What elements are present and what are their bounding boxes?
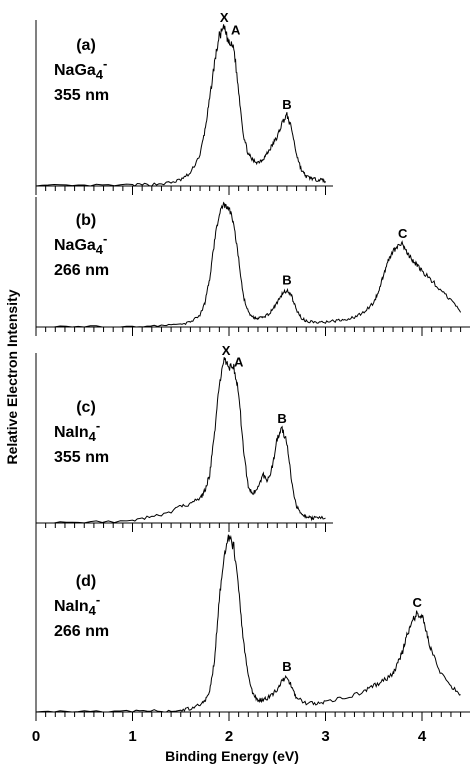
panel-c-wavelength: 355 nm xyxy=(54,449,109,466)
panel-a-ticks xyxy=(35,186,326,195)
panel-a: XA B (a) NaGa4- 355 nm xyxy=(35,10,333,195)
panel-b: B C (b) NaGa4- 266 nm xyxy=(35,197,470,336)
peak-label-b: B xyxy=(277,411,286,426)
panel-a-label: (a) xyxy=(76,37,96,54)
panel-a-spectrum-line xyxy=(35,24,326,187)
y-axis-title: Relative Electron Intensity xyxy=(4,289,20,464)
panel-c-species: NaIn4- xyxy=(54,418,100,444)
x-tick-label: 3 xyxy=(321,728,329,745)
peak-label-a: A xyxy=(231,23,241,38)
panel-d-spectrum-line xyxy=(35,534,461,713)
peak-label-b: B xyxy=(282,97,291,112)
peak-label-c: C xyxy=(412,595,422,610)
panel-a-wavelength: 355 nm xyxy=(54,87,109,104)
panel-b-ticks xyxy=(35,327,462,336)
panel-c-spectrum-line xyxy=(36,357,326,524)
panel-d: B C (d) NaIn4- 266 nm xyxy=(35,530,470,721)
x-axis-title: Binding Energy (eV) xyxy=(165,748,299,764)
peak-label-x: X xyxy=(222,343,231,358)
peak-label-b: B xyxy=(282,272,291,287)
panel-d-wavelength: 266 nm xyxy=(54,623,109,640)
panel-b-spectrum-line xyxy=(36,201,462,328)
x-tick-labels: 0 1 2 3 4 xyxy=(32,728,427,745)
panel-c-label: (c) xyxy=(76,399,96,416)
peak-label-x: X xyxy=(220,10,229,25)
panel-d-ticks xyxy=(35,712,462,721)
peak-label-b: B xyxy=(282,659,291,674)
x-tick-label: 1 xyxy=(128,728,136,745)
panel-c-ticks xyxy=(35,523,326,532)
panel-a-species: NaGa4- xyxy=(54,56,107,82)
panel-d-label: (d) xyxy=(76,573,96,590)
panel-b-wavelength: 266 nm xyxy=(54,262,109,279)
panel-c: XA B (c) NaIn4- 355 nm xyxy=(35,343,333,532)
x-tick-label: 2 xyxy=(225,728,233,745)
panel-b-species: NaGa4- xyxy=(54,231,107,257)
panel-d-species: NaIn4- xyxy=(54,592,100,618)
x-tick-label: 4 xyxy=(418,728,427,745)
peak-label-a: A xyxy=(234,354,244,369)
peak-label-c: C xyxy=(398,226,408,241)
panel-b-label: (b) xyxy=(76,212,96,229)
x-tick-label: 0 xyxy=(32,728,40,745)
